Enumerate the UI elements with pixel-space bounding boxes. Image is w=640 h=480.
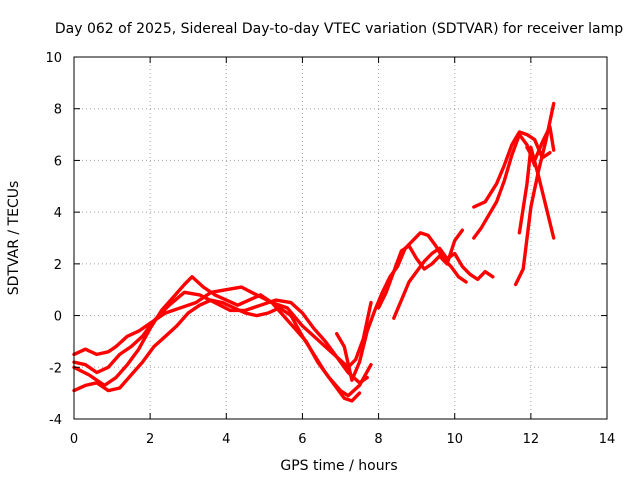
series-line-sat-h bbox=[472, 132, 537, 240]
series-line-sat-k bbox=[517, 145, 556, 240]
y-tick-label: 6 bbox=[54, 154, 62, 169]
series-line-sat-c bbox=[72, 298, 362, 403]
series-line-sat-g bbox=[392, 246, 495, 320]
x-tick-label: 14 bbox=[599, 432, 616, 447]
y-tick-label: 10 bbox=[45, 51, 62, 66]
x-tick-label: 10 bbox=[446, 432, 463, 447]
x-tick-label: 4 bbox=[222, 432, 230, 447]
axis-ticks: 0 2 4 6 8 10 12 14 -4 -2 0 2 4 6 8 10 bbox=[45, 51, 615, 447]
series-layer bbox=[72, 101, 556, 403]
series-line-sat-b bbox=[72, 290, 369, 385]
x-tick-label: 0 bbox=[70, 432, 78, 447]
x-tick-label: 6 bbox=[298, 432, 306, 447]
chart-title: Day 062 of 2025, Sidereal Day-to-day VTE… bbox=[55, 21, 623, 37]
y-tick-label: -2 bbox=[49, 361, 62, 376]
x-tick-label: 2 bbox=[146, 432, 154, 447]
x-axis-label: GPS time / hours bbox=[280, 458, 397, 474]
series-line-sat-d bbox=[72, 275, 373, 398]
y-tick-label: 8 bbox=[54, 103, 62, 118]
y-axis-label: SDTVAR / TECUs bbox=[6, 181, 22, 296]
y-tick-label: -4 bbox=[49, 413, 62, 428]
y-tick-label: 0 bbox=[54, 310, 62, 325]
x-tick-label: 8 bbox=[374, 432, 382, 447]
y-tick-label: 4 bbox=[54, 206, 62, 221]
series-line-sat-l bbox=[525, 125, 556, 163]
x-tick-label: 12 bbox=[523, 432, 540, 447]
plot-frame bbox=[73, 56, 608, 420]
y-tick-label: 2 bbox=[54, 258, 62, 273]
